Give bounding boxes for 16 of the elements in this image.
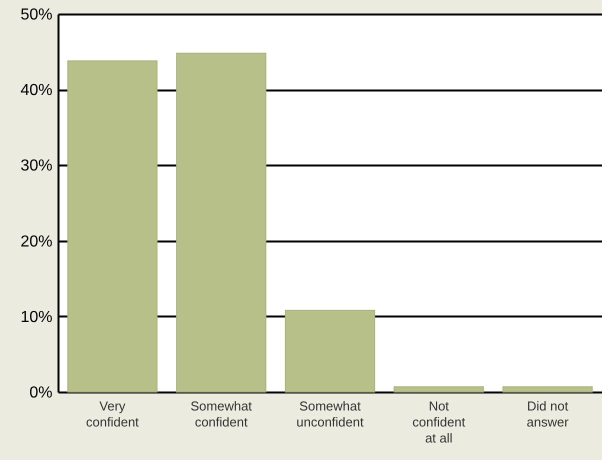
- y-tick-label: 40%: [20, 82, 52, 100]
- y-tick-label: 30%: [20, 158, 52, 175]
- bar: [502, 386, 593, 392]
- bar: [176, 52, 266, 392]
- bar: [67, 60, 158, 392]
- x-tick-label: Somewhat unconfident: [296, 398, 364, 430]
- y-tick-label: 10%: [20, 308, 52, 326]
- y-tick-label: 0%: [29, 384, 52, 402]
- x-tick-label: Not confident at all: [412, 398, 466, 446]
- x-tick-label: Somewhat confident: [190, 398, 252, 430]
- x-tick-label: Very confident: [86, 398, 140, 430]
- bar: [284, 310, 376, 392]
- y-tick-label: 20%: [20, 233, 52, 250]
- y-tick-label: 50%: [20, 6, 52, 24]
- bar: [394, 386, 484, 392]
- x-tick-label: Did not answer: [526, 398, 570, 430]
